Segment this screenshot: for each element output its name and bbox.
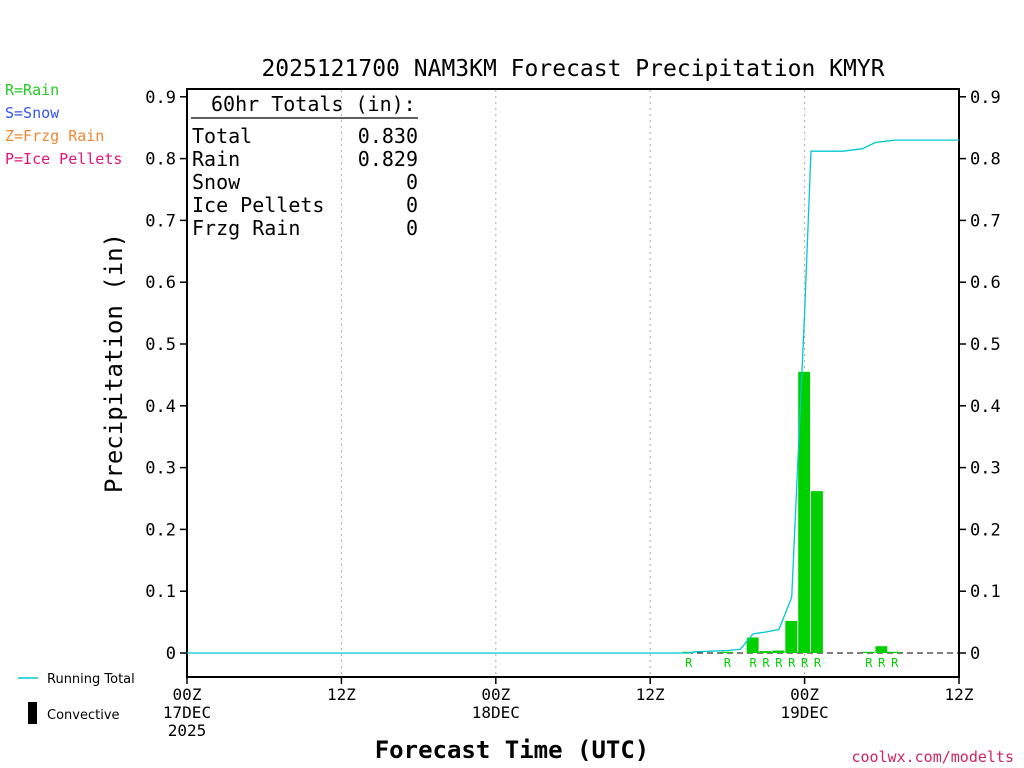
totals-row-label: Total <box>192 124 252 148</box>
y-tick-label-right: 0 <box>970 644 980 664</box>
precip-type-legend-item: P=Ice Pellets <box>5 150 122 168</box>
rain-bar <box>875 646 888 653</box>
y-tick-label-right: 0.8 <box>970 150 1001 170</box>
bar-type-label: R <box>865 656 873 670</box>
bar-type-label: R <box>878 656 886 670</box>
totals-row-value: 0.830 <box>358 124 418 148</box>
x-tick-label: 12Z <box>327 685 356 704</box>
y-tick-label-left: 0.4 <box>145 397 176 417</box>
bar-type-label: R <box>724 656 732 670</box>
series-legend-label: Convective <box>47 708 120 723</box>
bar-type-label: R <box>801 656 809 670</box>
y-tick-label-right: 0.5 <box>970 335 1001 355</box>
rain-bar <box>888 651 901 653</box>
rain-bar <box>862 651 875 653</box>
rain-bar <box>772 650 785 653</box>
running-total-line <box>187 139 959 654</box>
y-tick-label-left: 0.3 <box>145 459 176 479</box>
bar-type-label: R <box>775 656 783 670</box>
site-credit: coolwx.com/modelts <box>851 748 1014 766</box>
y-tick-label-right: 0.7 <box>970 211 1001 231</box>
totals-table: 60hr Totals (in): Total 0.830 Rain 0.829 Snow… <box>191 92 418 240</box>
x-axis-label: Forecast Time (UTC) <box>375 736 650 764</box>
y-axis-ticks: 0 00.1 0.10.2 0.20.3 0.30.4 0.40.5 0.50.6 0.60.… <box>145 88 1000 664</box>
y-tick-label-left: 0.2 <box>145 520 176 540</box>
running-total-polyline <box>187 139 959 654</box>
y-tick-label-left: 0 <box>166 644 176 664</box>
y-tick-label-left: 0.8 <box>145 150 176 170</box>
bar-type-label: R <box>762 656 770 670</box>
y-tick-label-right: 0.9 <box>970 88 1001 108</box>
precip-type-legend-item: R=Rain <box>5 81 59 99</box>
y-tick-label-left: 0.6 <box>145 273 176 293</box>
rain-bar <box>721 651 733 653</box>
totals-row-value: 0 <box>406 170 418 194</box>
bar-type-label: R <box>891 656 899 670</box>
x-tick-label: 12Z <box>945 685 974 704</box>
series-legend-label: Running Total <box>47 672 135 687</box>
y-tick-label-left: 0.7 <box>145 211 176 231</box>
totals-row-label: Rain <box>192 147 240 171</box>
bar-type-label: R <box>749 656 757 670</box>
plot-area <box>186 88 960 678</box>
rain-bars <box>682 371 901 653</box>
rain-bar <box>746 637 759 653</box>
rain-bar <box>759 651 772 653</box>
precip-type-legend-item: S=Snow <box>5 104 60 122</box>
rain-bar <box>798 371 811 653</box>
y-tick-label-right: 0.1 <box>970 582 1001 602</box>
rain-bar <box>785 620 798 653</box>
series-legend: Running Total Convective <box>18 672 135 724</box>
x-tick-label: 19DEC <box>781 703 829 722</box>
x-tick-label: 18DEC <box>472 703 520 722</box>
totals-row-label: Snow <box>192 170 241 194</box>
x-tick-label: 2025 <box>168 721 207 740</box>
grid-lines <box>340 90 806 676</box>
convective-legend-swatch <box>28 702 37 724</box>
x-tick-label: 00Z <box>790 685 819 704</box>
bar-type-label: R <box>685 656 693 670</box>
y-tick-label-right: 0.6 <box>970 273 1001 293</box>
totals-row-label: Ice Pellets <box>192 193 324 217</box>
precip-type-legend: R=Rain S=Snow Z=Frzg Rain P=Ice Pellets <box>5 81 122 168</box>
x-tick-label: 00Z <box>173 685 202 704</box>
y-tick-label-left: 0.5 <box>145 335 176 355</box>
x-tick-label: 00Z <box>481 685 510 704</box>
x-tick-label: 17DEC <box>163 703 211 722</box>
precip-type-legend-item: Z=Frzg Rain <box>5 127 104 145</box>
bar-type-label: R <box>814 656 822 670</box>
y-tick-label-right: 0.3 <box>970 459 1001 479</box>
chart-title: 2025121700 NAM3KM Forecast Precipitation… <box>261 56 884 82</box>
totals-header: 60hr Totals (in): <box>211 92 416 116</box>
totals-row-value: 0 <box>406 216 418 240</box>
totals-row-value: 0.829 <box>358 147 418 171</box>
bar-type-label: R <box>788 656 796 670</box>
y-tick-label-left: 0.1 <box>145 582 176 602</box>
y-tick-label-right: 0.4 <box>970 397 1001 417</box>
totals-row-value: 0 <box>406 193 418 217</box>
y-tick-label-left: 0.9 <box>145 88 176 108</box>
totals-row-label: Frzg Rain <box>192 216 300 240</box>
y-tick-label-right: 0.2 <box>970 520 1001 540</box>
y-axis-label: Precipitation (in) <box>100 233 128 493</box>
rain-bar <box>811 491 823 653</box>
x-tick-label: 12Z <box>636 685 665 704</box>
